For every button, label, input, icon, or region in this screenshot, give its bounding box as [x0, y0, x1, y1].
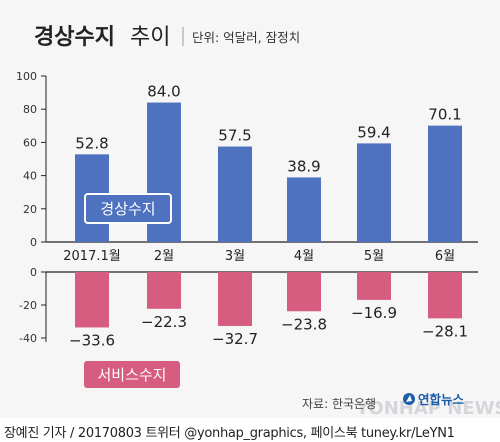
service-balance-value-label: −22.3: [141, 313, 187, 331]
service-balance-bar: [147, 272, 181, 309]
service-balance-bars: −33.6 −22.3 −32.7 −23.8 −16.9 −28.1: [69, 272, 468, 349]
source-note: 자료: 한국은행: [302, 396, 376, 411]
yonhap-logo: 연합뉴스: [403, 392, 465, 407]
current-account-value-label: 70.1: [428, 106, 461, 124]
yonhap-logo-text: 연합뉴스: [418, 392, 465, 407]
credit-footer: 장예진 기자 / 20170803 트위터 @yonhap_graphics, …: [4, 426, 455, 441]
y-tick-label: 80: [23, 103, 37, 116]
service-balance-bar: [75, 272, 109, 328]
y-tick-label: 100: [16, 70, 37, 83]
footer-bar: [0, 418, 500, 442]
category-label: 2017.1월: [63, 249, 120, 264]
y-tick-label: 20: [23, 203, 37, 216]
service-balance-value-label: −23.8: [281, 315, 327, 333]
service-balance-axis: 0 -20 -40: [19, 266, 478, 345]
chart-title: 경상수지: [34, 25, 115, 50]
service-balance-bar: [218, 272, 252, 326]
current-account-bar: [287, 177, 321, 242]
service-balance-bar: [357, 272, 391, 300]
current-account-value-label: 59.4: [357, 123, 390, 141]
service-balance-value-label: −32.7: [212, 330, 258, 348]
legend-service-balance-label: 서비스수지: [97, 366, 166, 384]
y-tick-label: 60: [23, 136, 37, 149]
y-tick-label: 0: [30, 236, 37, 249]
legend-service-balance: 서비스수지: [84, 361, 180, 388]
category-label: 6월: [435, 249, 455, 264]
category-label: 2월: [154, 249, 174, 264]
y-tick-label: 0: [30, 266, 37, 279]
y-tick-label: -20: [19, 299, 37, 312]
current-account-bar: [218, 146, 252, 242]
service-balance-bar: [287, 272, 321, 312]
current-account-axis: 0 20 40 60 80 100: [16, 70, 478, 249]
category-label: 3월: [225, 249, 245, 264]
unit-note: 단위: 억달러, 잠정치: [192, 30, 300, 45]
current-account-bar: [357, 143, 391, 242]
y-tick-label: -40: [19, 332, 37, 345]
current-account-bar: [428, 125, 462, 242]
current-account-value-label: 38.9: [287, 157, 320, 175]
category-label: 4월: [294, 249, 314, 264]
service-balance-bar: [428, 272, 462, 319]
y-tick-label: 40: [23, 170, 37, 183]
legend-current-account-label: 경상수지: [100, 200, 155, 218]
current-account-value-label: 57.5: [218, 127, 251, 145]
service-balance-value-label: −28.1: [422, 322, 468, 340]
category-label: 5월: [364, 249, 384, 264]
service-balance-value-label: −33.6: [69, 331, 115, 349]
current-account-value-label: 52.8: [75, 134, 108, 152]
chart-title-suffix: 추이: [130, 25, 170, 50]
service-balance-value-label: −16.9: [351, 304, 397, 322]
current-account-value-label: 84.0: [147, 83, 180, 101]
watermark: YONHAP NEWS: [355, 398, 500, 419]
category-labels: 2017.1월 2월 3월 4월 5월 6월: [63, 249, 455, 264]
legend-current-account: 경상수지: [84, 193, 172, 224]
